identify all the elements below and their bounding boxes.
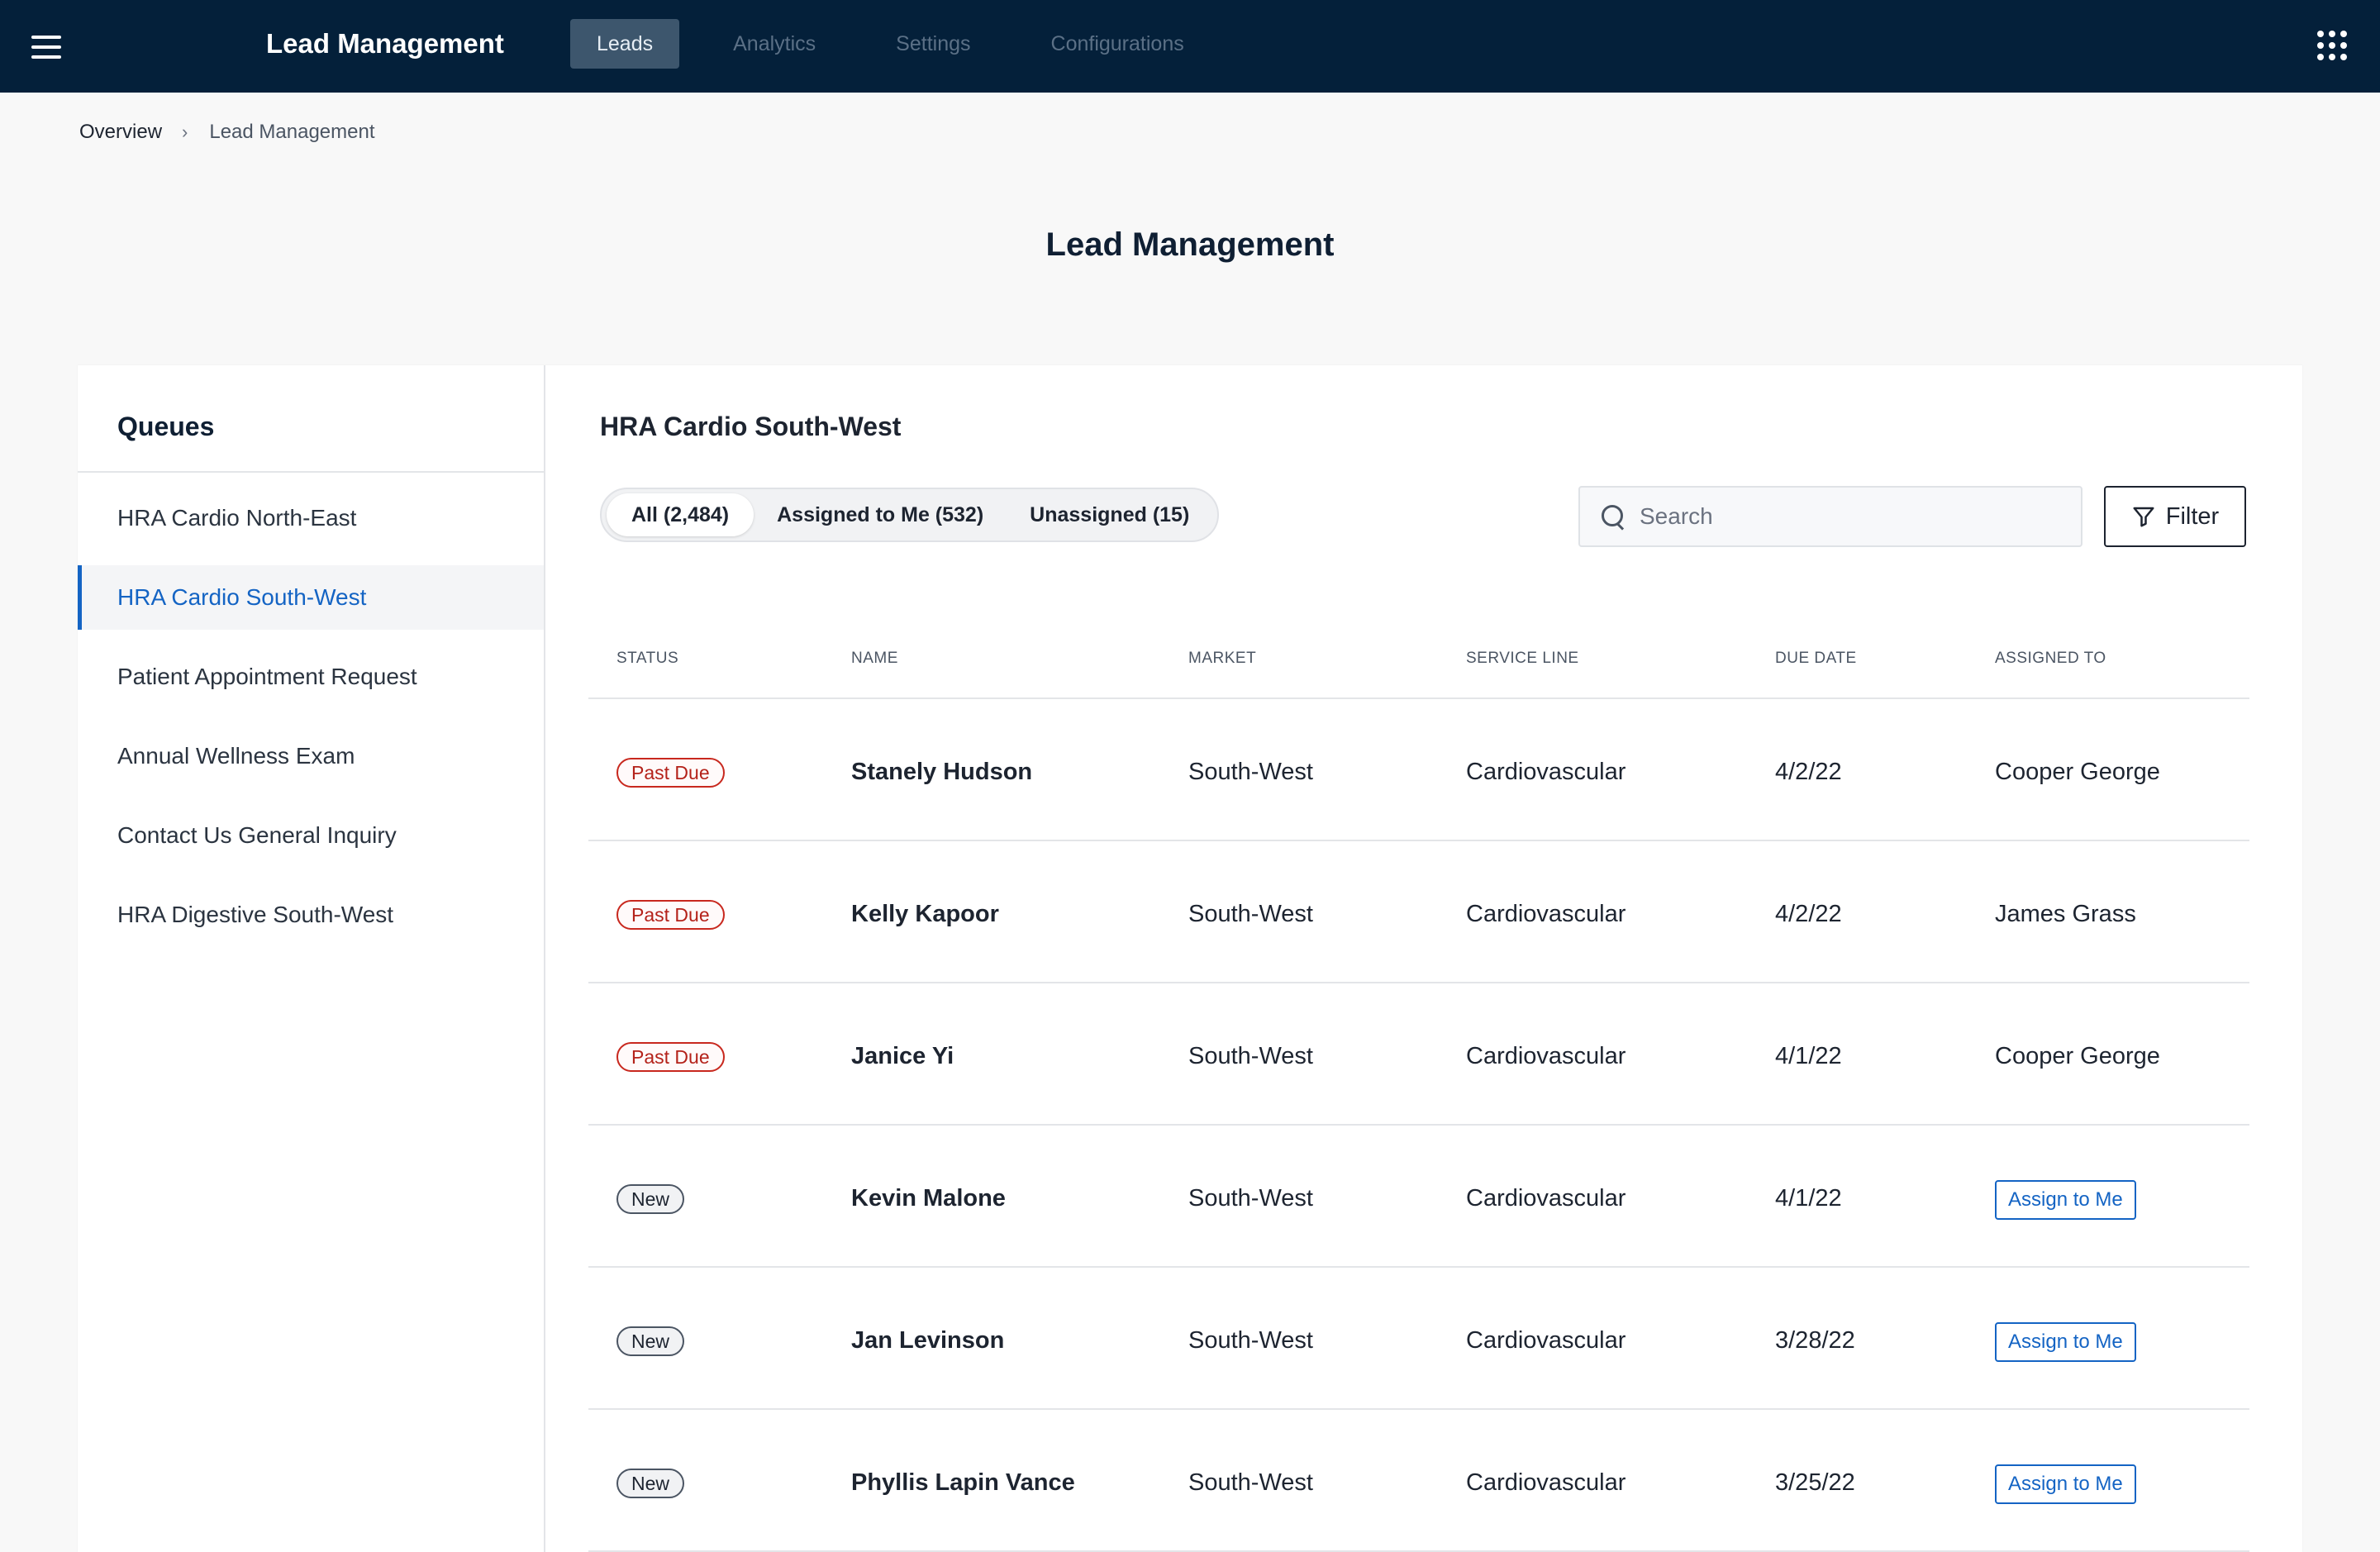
column-header-assigned-to[interactable]: ASSIGNED TO <box>1995 650 2106 667</box>
table-row[interactable]: Past Due Stanely Hudson South-West Cardi… <box>588 699 2249 841</box>
queue-list: HRA Cardio North-East HRA Cardio South-W… <box>78 473 544 947</box>
tab-assigned-to-me[interactable]: Assigned to Me (532) <box>777 503 984 526</box>
assigned-to-cell: Assign to Me <box>1995 1464 2136 1504</box>
assign-to-me-button[interactable]: Assign to Me <box>1995 1180 2136 1220</box>
market-cell: South-West <box>1188 1469 1313 1496</box>
assigned-to-cell: Assign to Me <box>1995 1180 2136 1220</box>
breadcrumb-overview-link[interactable]: Overview <box>79 121 163 143</box>
queue-item-patient-appointment-request[interactable]: Patient Appointment Request <box>117 664 417 689</box>
status-badge: Past Due <box>616 758 725 788</box>
filter-funnel-icon <box>2133 507 2154 527</box>
page-title: Lead Management <box>1045 226 1335 263</box>
status-badge: Past Due <box>616 1042 725 1072</box>
assignment-filter-tabs: All (2,484) Assigned to Me (532) Unassig… <box>600 488 1220 542</box>
tab-unassigned[interactable]: Unassigned (15) <box>1030 503 1190 526</box>
assign-to-me-button[interactable]: Assign to Me <box>1995 1464 2136 1504</box>
search-input[interactable] <box>1640 503 2053 530</box>
nav-tab-analytics[interactable]: Analytics <box>733 32 816 55</box>
queue-item-hra-digestive-south-west[interactable]: HRA Digestive South-West <box>117 902 394 927</box>
assigned-to-cell: Cooper George <box>1995 1043 2160 1069</box>
table-row[interactable]: New Kevin Malone South-West Cardiovascul… <box>588 1126 2249 1268</box>
queue-item-annual-wellness-exam[interactable]: Annual Wellness Exam <box>117 743 355 769</box>
status-cell: New <box>616 1184 685 1214</box>
assign-to-me-button[interactable]: Assign to Me <box>1995 1322 2136 1362</box>
market-cell: South-West <box>1188 759 1313 785</box>
column-header-due-date[interactable]: DUE DATE <box>1775 650 1857 667</box>
service-line-cell: Cardiovascular <box>1466 901 1626 927</box>
status-badge: New <box>616 1326 685 1356</box>
service-line-cell: Cardiovascular <box>1466 1469 1626 1496</box>
due-date-cell: 3/28/22 <box>1775 1327 1855 1354</box>
column-header-market[interactable]: MARKET <box>1188 650 1257 667</box>
lead-name[interactable]: Stanely Hudson <box>851 759 1033 785</box>
status-cell: Past Due <box>616 1042 725 1072</box>
column-header-service-line[interactable]: SERVICE LINE <box>1466 650 1579 667</box>
service-line-cell: Cardiovascular <box>1466 1043 1626 1069</box>
tab-all[interactable]: All (2,484) <box>607 493 754 536</box>
lead-management-card: Queues HRA Cardio North-East HRA Cardio … <box>78 365 2302 1552</box>
search-box <box>1578 486 2082 547</box>
market-cell: South-West <box>1188 1043 1313 1069</box>
apps-grid-icon[interactable] <box>2317 31 2347 60</box>
due-date-cell: 4/1/22 <box>1775 1043 1842 1069</box>
top-navigation-bar: Lead Management Leads Analytics Settings… <box>0 0 2380 93</box>
service-line-cell: Cardiovascular <box>1466 1185 1626 1212</box>
status-cell: Past Due <box>616 900 725 930</box>
lead-name[interactable]: Jan Levinson <box>851 1327 1005 1354</box>
lead-name[interactable]: Kevin Malone <box>851 1185 1006 1212</box>
service-line-cell: Cardiovascular <box>1466 1327 1626 1354</box>
table-row[interactable]: Past Due Kelly Kapoor South-West Cardiov… <box>588 841 2249 983</box>
assigned-to-cell: Assign to Me <box>1995 1322 2136 1362</box>
filter-button[interactable]: Filter <box>2104 486 2246 547</box>
due-date-cell: 3/25/22 <box>1775 1469 1855 1496</box>
chevron-right-icon: › <box>182 121 188 142</box>
table-row[interactable]: New Phyllis Lapin Vance South-West Cardi… <box>588 1410 2249 1552</box>
status-badge: New <box>616 1184 685 1214</box>
due-date-cell: 4/1/22 <box>1775 1185 1842 1212</box>
breadcrumb: Overview › Lead Management <box>79 121 375 144</box>
table-row[interactable]: Past Due Janice Yi South-West Cardiovasc… <box>588 983 2249 1126</box>
service-line-cell: Cardiovascular <box>1466 759 1626 785</box>
market-cell: South-West <box>1188 1327 1313 1354</box>
due-date-cell: 4/2/22 <box>1775 759 1842 785</box>
market-cell: South-West <box>1188 1185 1313 1212</box>
breadcrumb-current: Lead Management <box>209 121 375 143</box>
lead-name[interactable]: Kelly Kapoor <box>851 901 999 927</box>
nav-tab-leads[interactable]: Leads <box>570 19 680 69</box>
column-header-status[interactable]: STATUS <box>616 650 679 667</box>
status-badge: New <box>616 1469 685 1498</box>
column-header-name[interactable]: NAME <box>851 650 898 667</box>
hamburger-menu-icon[interactable] <box>31 36 61 59</box>
queue-item-hra-cardio-south-west[interactable]: HRA Cardio South-West <box>78 565 544 630</box>
assigned-to-cell: Cooper George <box>1995 759 2160 785</box>
filter-button-label: Filter <box>2165 502 2220 530</box>
queue-title: HRA Cardio South-West <box>600 412 902 441</box>
search-icon <box>1600 503 1626 530</box>
lead-name[interactable]: Janice Yi <box>851 1043 954 1069</box>
status-badge: Past Due <box>616 900 725 930</box>
status-cell: New <box>616 1469 685 1498</box>
due-date-cell: 4/2/22 <box>1775 901 1842 927</box>
queue-main-panel: HRA Cardio South-West All (2,484) Assign… <box>545 365 2302 1552</box>
market-cell: South-West <box>1188 901 1313 927</box>
leads-table: STATUS NAME MARKET SERVICE LINE DUE DATE… <box>588 613 2249 1552</box>
status-cell: New <box>616 1326 685 1356</box>
assigned-to-cell: James Grass <box>1995 901 2136 927</box>
queues-title: Queues <box>78 365 544 473</box>
lead-name[interactable]: Phyllis Lapin Vance <box>851 1469 1075 1496</box>
nav-tab-configurations[interactable]: Configurations <box>1050 32 1184 55</box>
queue-item-contact-us-general-inquiry[interactable]: Contact Us General Inquiry <box>117 822 397 848</box>
status-cell: Past Due <box>616 758 725 788</box>
nav-tab-settings[interactable]: Settings <box>896 32 971 55</box>
table-header: STATUS NAME MARKET SERVICE LINE DUE DATE… <box>588 613 2249 699</box>
table-row[interactable]: New Jan Levinson South-West Cardiovascul… <box>588 1268 2249 1410</box>
queue-item-hra-cardio-north-east[interactable]: HRA Cardio North-East <box>117 505 357 531</box>
queues-sidebar: Queues HRA Cardio North-East HRA Cardio … <box>78 365 545 1552</box>
app-title: Lead Management <box>266 28 504 59</box>
main-nav: Leads Analytics Settings Configurations <box>570 19 1238 69</box>
